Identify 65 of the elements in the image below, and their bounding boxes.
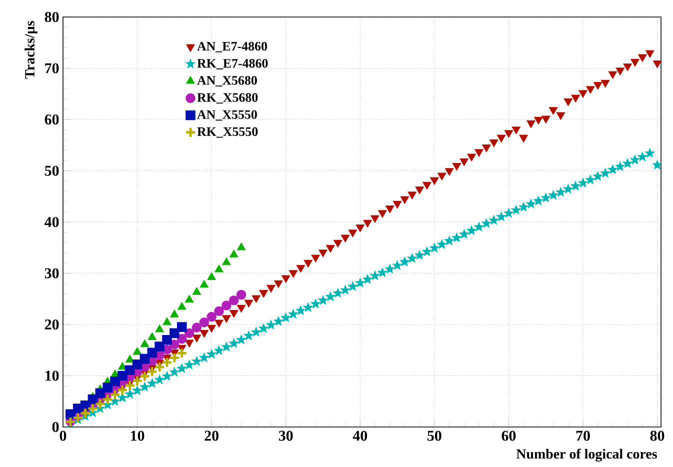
- point: [199, 318, 210, 328]
- point: [206, 312, 216, 322]
- y-tick-label: 50: [44, 166, 59, 176]
- point: [184, 328, 194, 338]
- legend-label: AN_X5680: [197, 76, 257, 86]
- point: [102, 382, 112, 392]
- point: [176, 322, 187, 332]
- point: [140, 340, 150, 348]
- y-tick-label: 20: [44, 319, 59, 330]
- point: [124, 365, 135, 375]
- y-tick-label: 60: [44, 114, 59, 125]
- point: [170, 310, 179, 318]
- legend-label: RK_X5680: [197, 93, 258, 104]
- y-tick-label: 30: [44, 268, 59, 278]
- point: [162, 334, 172, 345]
- point: [124, 380, 136, 392]
- x-tick-label: 0: [60, 430, 66, 441]
- y-tick-label: 70: [45, 63, 59, 74]
- point: [132, 375, 143, 387]
- point: [80, 407, 91, 419]
- legend-label: RK_E7-4860: [197, 58, 268, 70]
- legend-label: AN_E7-4860: [197, 42, 267, 52]
- x-axis-title: Number of logical cores: [516, 448, 657, 462]
- point: [222, 300, 232, 310]
- point: [236, 290, 246, 300]
- point: [222, 258, 231, 266]
- point: [236, 242, 246, 250]
- x-tick-label: 60: [502, 430, 516, 441]
- point: [139, 370, 150, 382]
- point: [192, 287, 202, 295]
- point: [192, 322, 202, 332]
- x-tick-label: 40: [352, 430, 368, 441]
- legend-label: RK_X5550: [197, 127, 258, 138]
- point: [110, 376, 120, 386]
- point: [176, 334, 187, 344]
- point: [116, 384, 128, 396]
- y-tick-label: 40: [44, 216, 59, 228]
- x-tick-label: 30: [278, 430, 293, 441]
- point: [148, 332, 156, 340]
- y-tick-label: 80: [44, 12, 59, 22]
- point: [72, 412, 84, 424]
- point: [155, 324, 164, 332]
- x-tick-label: 50: [428, 430, 442, 441]
- point: [178, 302, 186, 310]
- y-axis-title: Tracks/µs: [24, 21, 38, 79]
- point: [170, 328, 180, 338]
- x-tick-label: 10: [131, 430, 144, 441]
- point: [184, 294, 194, 303]
- point: [230, 250, 238, 258]
- y-tick-label: 0: [52, 422, 59, 432]
- x-tick-label: 20: [204, 430, 218, 441]
- point: [207, 272, 216, 280]
- y-tick-label: 10: [46, 370, 59, 381]
- point: [154, 342, 164, 352]
- legend-label: AN_X5550: [197, 110, 257, 121]
- x-tick-label: 80: [650, 430, 664, 441]
- point: [214, 306, 224, 316]
- point: [214, 264, 224, 272]
- point: [200, 280, 208, 288]
- point: [132, 360, 142, 370]
- point: [162, 318, 172, 326]
- point: [146, 366, 158, 378]
- point: [133, 347, 142, 355]
- point: [228, 296, 239, 306]
- x-tick-label: 70: [576, 430, 590, 441]
